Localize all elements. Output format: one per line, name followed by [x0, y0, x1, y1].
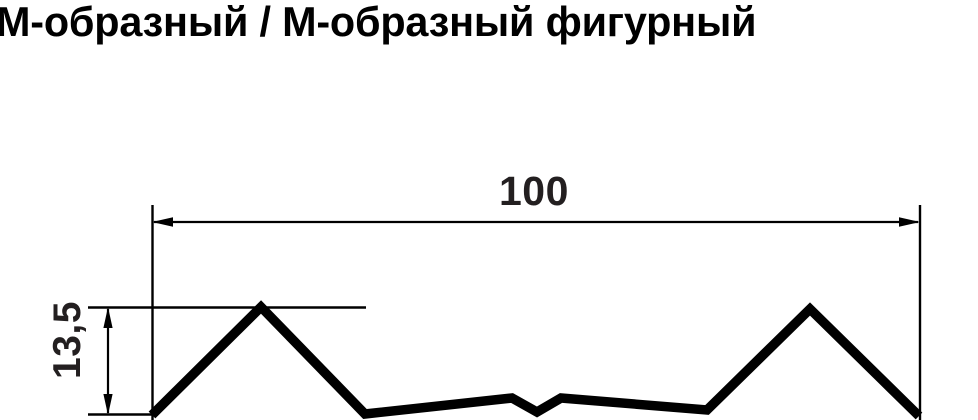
height-arrowhead-top-icon — [103, 307, 113, 328]
profile-outline — [148, 300, 923, 420]
page-title: М-образный / М-образный фигурный — [0, 0, 757, 45]
width-arrowhead-left-icon — [152, 217, 173, 227]
height-arrowhead-bottom-icon — [103, 394, 113, 415]
width-dimension-label: 100 — [499, 168, 569, 214]
height-dimension-label: 13,5 — [45, 301, 89, 379]
width-arrowhead-right-icon — [899, 217, 920, 227]
